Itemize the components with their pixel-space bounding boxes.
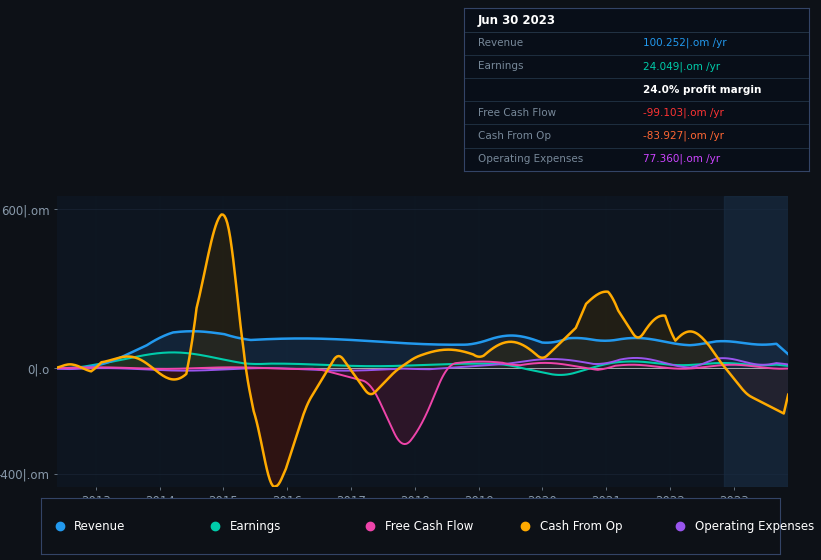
Text: Revenue: Revenue <box>478 38 523 48</box>
Text: Operating Expenses: Operating Expenses <box>478 154 583 164</box>
Text: -99.103|.om /yr: -99.103|.om /yr <box>643 108 724 118</box>
Text: Operating Expenses: Operating Expenses <box>695 520 814 533</box>
Text: 24.0% profit margin: 24.0% profit margin <box>643 85 762 95</box>
Text: Earnings: Earnings <box>230 520 281 533</box>
Text: Jun 30 2023: Jun 30 2023 <box>478 13 556 26</box>
Text: Revenue: Revenue <box>75 520 126 533</box>
Text: Free Cash Flow: Free Cash Flow <box>478 108 556 118</box>
Text: Free Cash Flow: Free Cash Flow <box>384 520 473 533</box>
Text: Cash From Op: Cash From Op <box>540 520 622 533</box>
Bar <box>724 196 788 487</box>
Text: Earnings: Earnings <box>478 62 523 72</box>
Text: -83.927|.om /yr: -83.927|.om /yr <box>643 130 724 141</box>
Text: 24.049|.om /yr: 24.049|.om /yr <box>643 61 720 72</box>
Text: 100.252|.om /yr: 100.252|.om /yr <box>643 38 727 49</box>
Text: Cash From Op: Cash From Op <box>478 131 551 141</box>
Text: 77.360|.om /yr: 77.360|.om /yr <box>643 154 720 165</box>
